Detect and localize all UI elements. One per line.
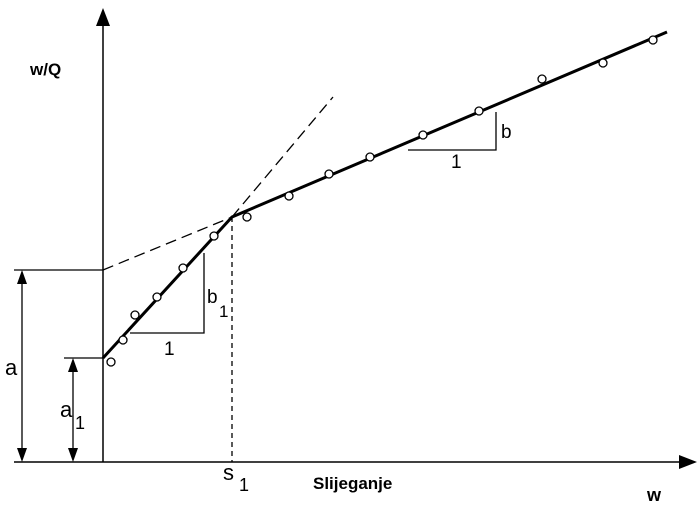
breakpoint-s1-subscript: 1 [239, 475, 249, 495]
intercept-a-label: a [5, 355, 18, 380]
data-point [242, 212, 252, 222]
slope-triangle-2 [408, 112, 497, 151]
intercept-a1-subscript: 1 [75, 413, 85, 433]
data-point [324, 169, 334, 179]
intercept-a-arrow-down [17, 448, 27, 462]
breakpoint-s1-label: s [223, 460, 234, 485]
fitted-bilinear-line [101, 30, 668, 360]
data-point [474, 106, 484, 116]
slope-triangle-1-run-label: 1 [164, 339, 175, 360]
measured-points [106, 35, 658, 367]
data-point [152, 292, 162, 302]
y-axis-label: w/Q [29, 60, 61, 79]
data-point [284, 191, 294, 201]
x-axis-caption: Slijeganje [313, 474, 392, 493]
intercept-a1-label: a [60, 397, 73, 422]
data-point [537, 74, 547, 84]
x-axis-label: w [646, 485, 662, 505]
data-point [209, 231, 219, 241]
slope-triangle-1 [130, 253, 205, 334]
data-point [648, 35, 658, 45]
data-point [418, 130, 428, 140]
data-point [598, 58, 608, 68]
intercept-a1-arrow-down [68, 448, 78, 462]
data-point [365, 152, 375, 162]
dashed-extension-initial-line [231, 96, 334, 218]
slope-triangle-2-rise-label: b [501, 122, 512, 143]
slope-triangle-2-run-label: 1 [451, 152, 462, 173]
y-axis-arrowhead [96, 8, 110, 26]
intercept-a1-arrow-up [68, 358, 78, 372]
intercept-a-arrow-up [17, 270, 27, 284]
x-axis-arrowhead [679, 455, 697, 469]
dashed-extension-lower-line [102, 216, 233, 271]
data-point [106, 357, 116, 367]
data-point [118, 335, 128, 345]
data-point [178, 263, 188, 273]
slope-triangle-1-rise-subscript: 1 [219, 302, 228, 321]
slope-triangle-1-rise-label: b [207, 287, 218, 308]
data-point [130, 310, 140, 320]
